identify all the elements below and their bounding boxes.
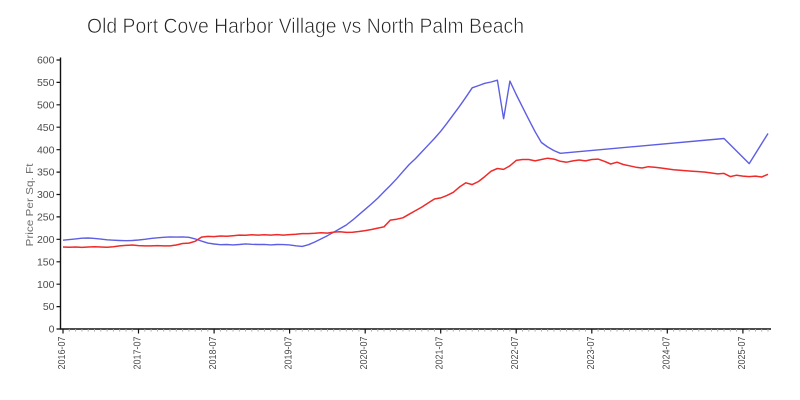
svg-text:2017-07: 2017-07 (132, 336, 144, 369)
svg-text:100: 100 (37, 279, 55, 291)
svg-text:2018-07: 2018-07 (207, 336, 219, 369)
svg-text:350: 350 (37, 167, 55, 179)
svg-text:2025-07: 2025-07 (736, 336, 748, 369)
svg-text:550: 550 (37, 77, 55, 89)
svg-text:300: 300 (37, 189, 55, 201)
svg-text:2016-07: 2016-07 (56, 336, 68, 369)
svg-text:200: 200 (37, 234, 55, 246)
svg-text:2020-07: 2020-07 (358, 336, 370, 369)
svg-text:400: 400 (37, 144, 55, 156)
svg-text:Old Port Cove Harbor Village v: Old Port Cove Harbor Village vs North Pa… (87, 14, 524, 38)
svg-text:2021-07: 2021-07 (434, 336, 446, 369)
svg-text:Price Per Sq. Ft: Price Per Sq. Ft (24, 163, 36, 246)
svg-text:2023-07: 2023-07 (585, 336, 597, 369)
svg-text:0: 0 (49, 324, 55, 336)
svg-text:500: 500 (37, 99, 55, 111)
svg-text:150: 150 (37, 256, 55, 268)
svg-text:2022-07: 2022-07 (509, 336, 521, 369)
svg-text:2024-07: 2024-07 (660, 336, 672, 369)
svg-text:450: 450 (37, 122, 55, 134)
svg-text:50: 50 (43, 301, 55, 313)
svg-text:2019-07: 2019-07 (283, 336, 295, 369)
svg-text:250: 250 (37, 212, 55, 224)
svg-text:600: 600 (37, 55, 55, 67)
